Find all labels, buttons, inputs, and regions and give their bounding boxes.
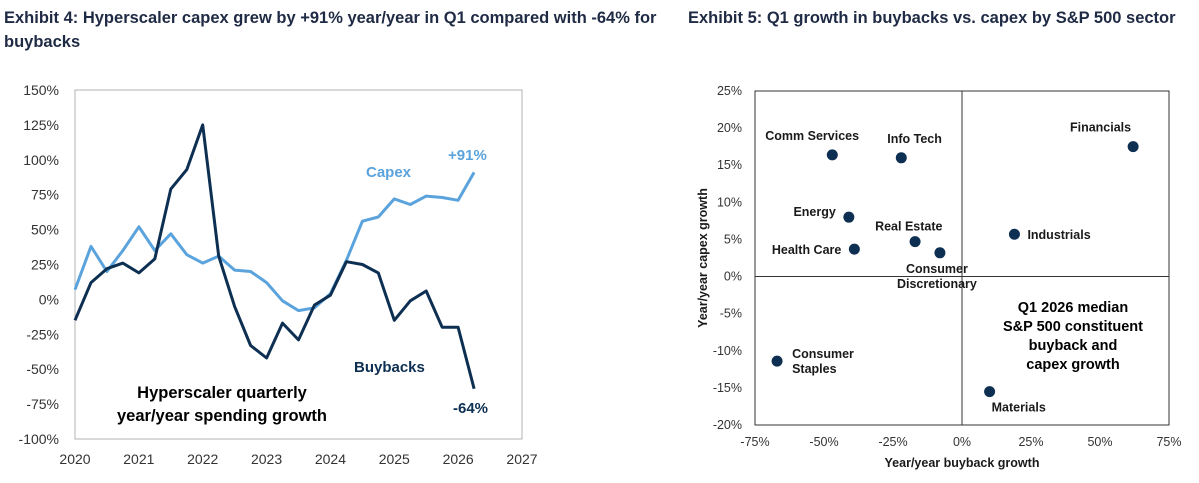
y-tick-label: -15%	[713, 381, 742, 395]
y-tick-label: 5%	[724, 232, 742, 246]
point-label: Consumer Staples	[792, 347, 854, 376]
buybacks-end-label: -64%	[453, 400, 488, 417]
point-label: Comm Services	[765, 129, 859, 143]
y-tick-label: -50%	[26, 361, 59, 377]
y-tick-label: 75%	[31, 187, 59, 203]
y-tick-label: 20%	[717, 121, 742, 135]
exhibit5-title: Exhibit 5: Q1 growth in buybacks vs. cap…	[688, 9, 1176, 27]
exhibit5-annotation-line3: buyback and	[1029, 338, 1118, 354]
scatter-point	[934, 247, 946, 259]
scatter-point	[1127, 141, 1139, 153]
y-tick-label: -10%	[713, 344, 742, 358]
exhibit4-annotation-line1: Hyperscaler quarterly	[137, 384, 307, 402]
exhibit4-line-chart: -100% -75% -50% -25% 0% 25% 50% 75% 100% 125% 150%…	[19, 82, 538, 467]
y-tick-label: -20%	[713, 418, 742, 432]
scatter-point	[1008, 228, 1020, 240]
y-tick-label: 0%	[39, 291, 59, 307]
buybacks-line	[73, 123, 476, 390]
y-tick-label: 125%	[23, 117, 59, 133]
y-tick-label: 150%	[23, 82, 59, 98]
x-tick-label: 25%	[1018, 435, 1043, 449]
exhibit5-annotation-line4: capex growth	[1026, 357, 1119, 373]
y-tick-label: 10%	[717, 195, 742, 209]
exhibit5-x-axis: -75% -50% -25% 0% 25% 50% 75%	[740, 435, 1181, 449]
x-tick-label: 2021	[123, 451, 154, 467]
x-tick-label: 2026	[443, 451, 474, 467]
exhibit5-plot-frame	[754, 90, 1170, 426]
scatter-point	[909, 236, 921, 248]
point-label: Energy	[793, 205, 835, 219]
point-label: Financials	[1070, 121, 1131, 135]
capex-line	[73, 171, 476, 313]
x-tick-label: 50%	[1087, 435, 1112, 449]
exhibit4-plot-frame	[74, 89, 523, 440]
point-label: Health Care	[772, 243, 842, 257]
y-tick-label: 100%	[23, 152, 59, 168]
x-tick-label: 75%	[1156, 435, 1181, 449]
exhibit5-y-axis: -20% -15% -10% -5% 0% 5% 10% 15% 20% 25%	[713, 84, 742, 432]
exhibit4-y-axis: -100% -75% -50% -25% 0% 25% 50% 75% 100% 125% 150%	[19, 82, 59, 447]
exhibit4-series	[73, 123, 476, 390]
exhibit5-y-axis-title: Year/year capex growth	[696, 188, 710, 328]
x-tick-label: 2024	[315, 451, 346, 467]
scatter-point	[848, 243, 860, 255]
y-tick-label: 15%	[717, 158, 742, 172]
point-label: Info Tech	[887, 132, 942, 146]
x-tick-label: 2027	[506, 451, 537, 467]
exhibit5-points: Financials Comm Services Info Tech Energy Re…	[765, 121, 1139, 415]
scatter-point	[895, 152, 907, 164]
exhibit5-annotation-line1: Q1 2026 median	[1018, 300, 1128, 316]
x-tick-label: 2020	[59, 451, 90, 467]
y-tick-label: 0%	[724, 270, 742, 284]
scatter-point	[843, 211, 855, 223]
point-label: Industrials	[1027, 228, 1090, 242]
exhibit4-title: Exhibit 4: Hyperscaler capex grew by +91…	[4, 9, 657, 51]
capex-series-label: Capex	[366, 164, 412, 181]
x-tick-label: -25%	[878, 435, 907, 449]
capex-end-label: +91%	[448, 147, 487, 164]
x-tick-label: -75%	[740, 435, 769, 449]
exhibit5-x-axis-title: Year/year buyback growth	[885, 456, 1040, 470]
exhibit4-annotation-line2: year/year spending growth	[117, 407, 327, 425]
y-tick-label: -75%	[26, 396, 59, 412]
x-tick-label: 2025	[379, 451, 410, 467]
scatter-point	[984, 386, 996, 398]
buybacks-series-label: Buybacks	[354, 359, 425, 376]
point-label: Real Estate	[875, 220, 942, 234]
x-tick-label: 2022	[187, 451, 218, 467]
y-tick-label: -5%	[720, 307, 742, 321]
point-label: Consumer Discretionary	[897, 262, 977, 291]
scatter-point	[826, 149, 838, 161]
point-label: Materials	[992, 401, 1046, 415]
y-tick-label: 25%	[717, 84, 742, 98]
x-tick-label: 0%	[953, 435, 971, 449]
y-tick-label: -100%	[19, 431, 59, 447]
exhibit4-x-axis: 2020 2021 2022 2023 2024 2025 2026 2027	[59, 451, 537, 467]
x-tick-label: -50%	[809, 435, 838, 449]
y-tick-label: 25%	[31, 257, 59, 273]
y-tick-label: 50%	[31, 222, 59, 238]
y-tick-label: -25%	[26, 326, 59, 342]
x-tick-label: 2023	[251, 451, 282, 467]
exhibit5-annotation-line2: S&P 500 constituent	[1003, 319, 1143, 335]
scatter-point	[771, 355, 783, 367]
